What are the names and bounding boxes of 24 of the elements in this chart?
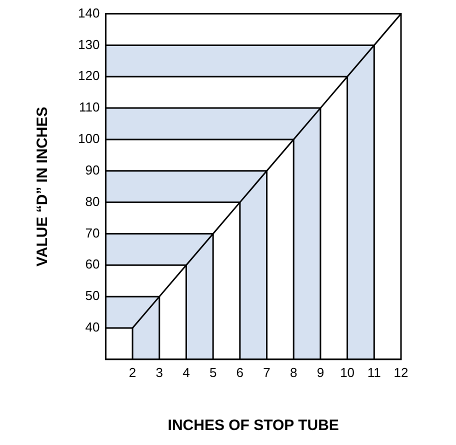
y-tick-label: 110 <box>78 100 100 115</box>
y-tick-label: 70 <box>85 225 100 240</box>
x-tick-label: 4 <box>182 364 190 380</box>
x-tick-label: 2 <box>128 364 136 380</box>
y-tick-label: 100 <box>78 131 100 146</box>
y-tick-label: 80 <box>85 194 100 209</box>
x-axis-title: INCHES OF STOP TUBE <box>168 417 339 434</box>
x-tick-label: 5 <box>209 364 217 380</box>
y-axis-title: VALUE “D” IN INCHES <box>34 106 52 266</box>
x-tick-label: 3 <box>156 364 163 380</box>
x-tick-label: 6 <box>236 364 244 380</box>
x-tick-label: 9 <box>316 364 324 380</box>
x-tick-label: 10 <box>340 364 355 380</box>
y-tick-label: 140 <box>78 5 100 20</box>
y-tick-label: 60 <box>85 256 100 272</box>
y-tick-label: 90 <box>85 162 100 178</box>
y-tick-label: 40 <box>85 320 100 335</box>
y-tick-label: 130 <box>78 36 100 52</box>
y-tick-label: 120 <box>78 68 100 84</box>
y-tick-label: 50 <box>85 288 100 304</box>
x-tick-label: 7 <box>263 364 270 380</box>
x-tick-label: 11 <box>367 364 381 380</box>
x-tick-label: 8 <box>290 364 298 380</box>
x-tick-label: 12 <box>394 364 408 380</box>
